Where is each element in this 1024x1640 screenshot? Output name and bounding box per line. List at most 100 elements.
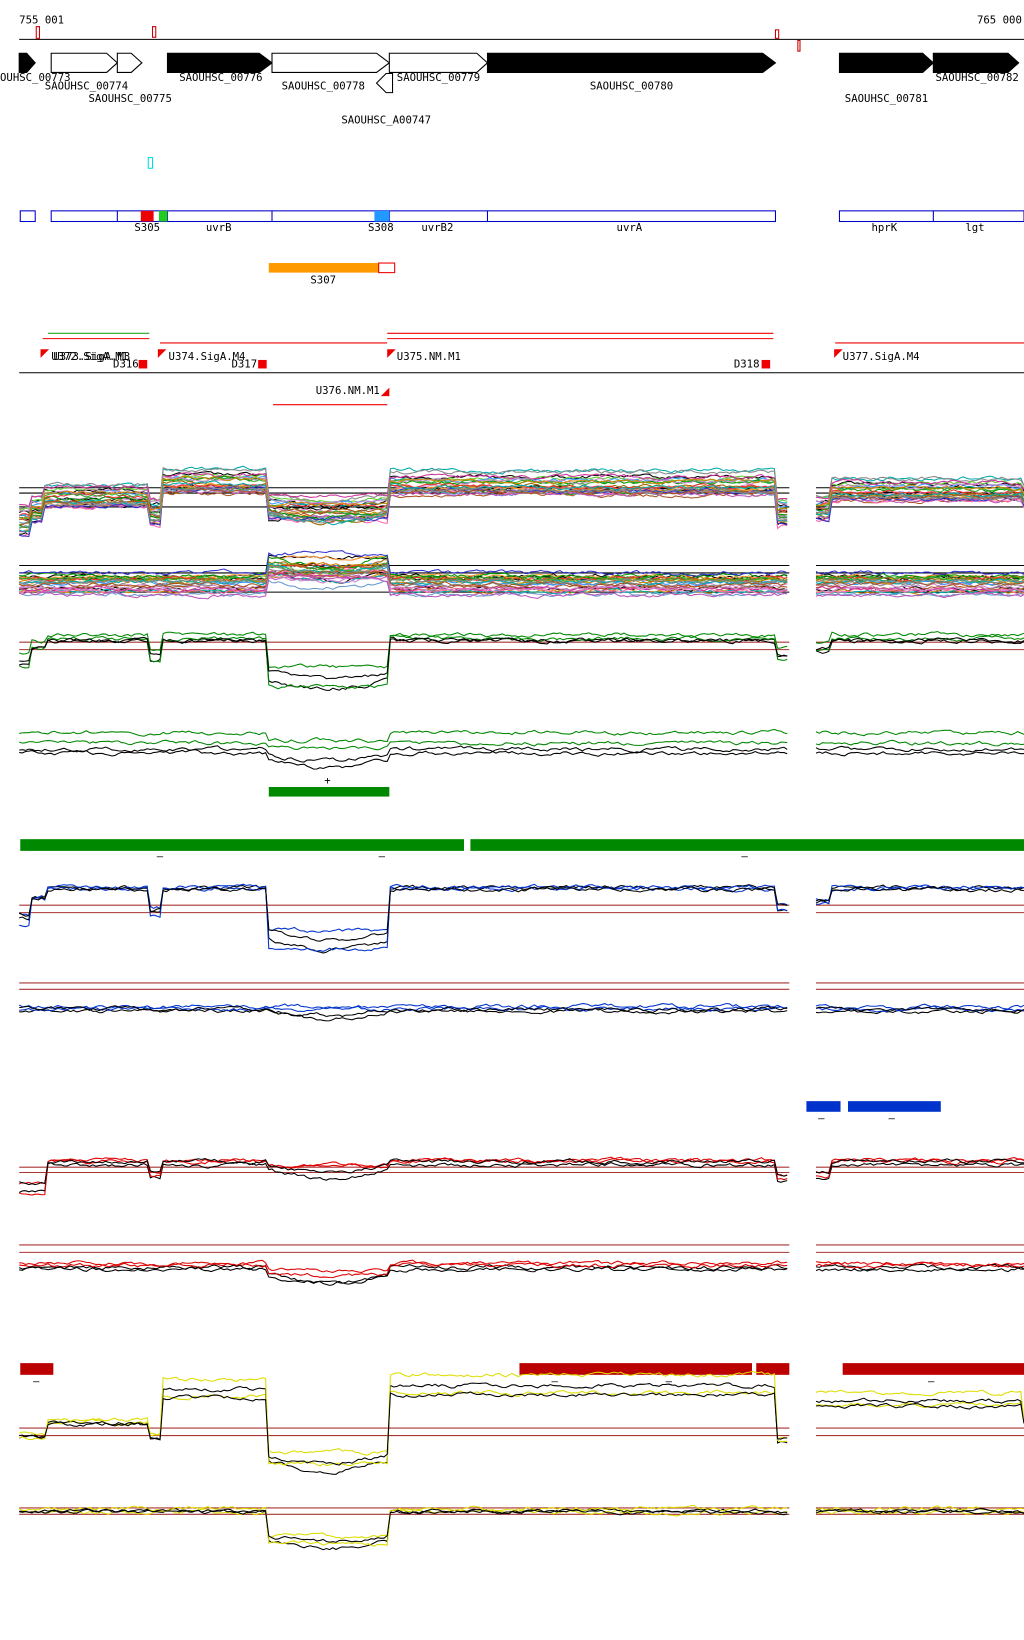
trace [19,883,788,952]
trace [19,631,788,669]
gene-label: SAOUHSC_00781 [845,92,928,105]
strand-mark: + [324,774,330,787]
trace [815,745,1024,753]
trace [815,630,1024,644]
strand-mark: – [818,1111,825,1124]
trace [19,1391,788,1466]
strand-mark: – [157,849,164,862]
trace [18,475,788,513]
feature-label: lgt [965,221,984,234]
trace [815,1006,1024,1013]
trace [815,478,1024,500]
trace [19,749,788,770]
gene-label: SAOUHSC_00778 [282,79,365,92]
trace [815,591,1024,599]
trace [19,1005,788,1018]
trace [815,582,1024,589]
feature-label: uvrA [617,221,643,234]
trace [815,1402,1024,1424]
feature-label: S305 [134,221,160,234]
trace [19,745,788,763]
strand-mark: – [551,1374,558,1387]
trace [815,484,1024,507]
trace [815,1261,1024,1269]
transcript-label: U375.NM.M1 [397,350,461,363]
marker [147,157,154,169]
trace [18,579,788,598]
ruler-start: 755 001 [19,13,64,26]
trace [18,885,788,942]
trace [815,884,1024,905]
region-bars [20,786,1024,1375]
trace [815,729,1024,737]
trace [815,1508,1024,1514]
feature-label: uvrB [206,221,232,234]
trace [19,1265,788,1284]
trace [18,569,788,588]
transcript-label: U373.SigA.M3 [53,350,130,363]
feature-label: S307 [310,273,336,286]
feature-label: S308 [368,221,394,234]
transcript-label: U372.SigA.M1 [51,350,128,363]
trace [19,1261,788,1279]
transcript-label: D318 [734,357,760,370]
transcript-label: D316 [113,357,139,370]
strand-mark: – [666,1374,673,1387]
transcript-label: U376.NM.M1 [316,384,380,397]
feature-box [378,262,396,274]
transcript-label: D317 [231,357,257,370]
features [19,210,1024,223]
trace [18,572,788,595]
trace [815,1510,1024,1516]
strand-mark: – [33,1374,40,1387]
feature-box [268,263,379,273]
trace [815,475,1024,498]
trace [19,571,788,591]
gene-label: SAOUHSC_00782 [935,71,1018,84]
trace [19,550,788,577]
strand-mark: – [379,849,386,862]
trace [19,728,788,744]
trace [815,1158,1024,1175]
transcript-label: U377.SigA.M4 [843,350,920,363]
trace [815,492,1024,516]
trace [19,1389,788,1456]
transcript-lines [42,332,1024,406]
genes [18,52,1020,94]
strand-mark: – [928,1374,935,1387]
trace [815,739,1024,747]
trace [19,564,788,585]
gene-label: SAOUHSC_00780 [590,79,673,92]
trace [815,493,1024,514]
trace [19,636,788,680]
trace [18,1002,788,1010]
trace [815,637,1024,651]
trace [19,488,788,522]
feature-box [140,210,154,222]
trace [815,578,1024,584]
transcript-label: U374.SigA.M4 [169,350,246,363]
gene-label: SAOUHSC_00776 [179,71,262,84]
trace [18,561,788,585]
trace [19,1157,788,1186]
strand-mark: – [889,1111,896,1124]
trace [19,472,788,508]
trace [19,473,788,511]
trace [19,572,788,593]
feature-box [374,210,390,222]
strand-mark: – [741,849,748,862]
gene-label: SAOUHSC_00775 [89,92,172,105]
feature-label: uvrB2 [421,221,453,234]
trace [19,484,788,529]
gene-label: SAOUHSC_A00747 [341,114,431,127]
trace [815,570,1024,576]
trace [815,1389,1024,1420]
trace [815,1397,1024,1423]
trace [815,1266,1024,1273]
trace [815,886,1024,902]
trace [19,1507,788,1543]
trace [18,475,788,520]
trace [816,1162,1024,1181]
